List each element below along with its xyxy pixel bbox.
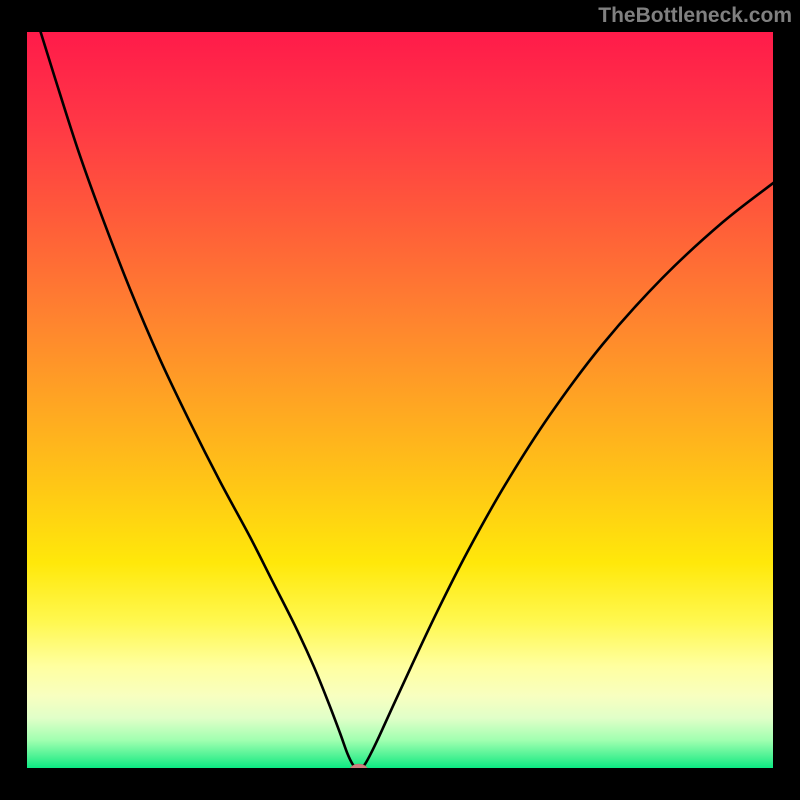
watermark-text: TheBottleneck.com [598, 4, 792, 28]
plot-background [25, 30, 775, 770]
bottleneck-chart [0, 0, 800, 800]
chart-stage: TheBottleneck.com [0, 0, 800, 800]
